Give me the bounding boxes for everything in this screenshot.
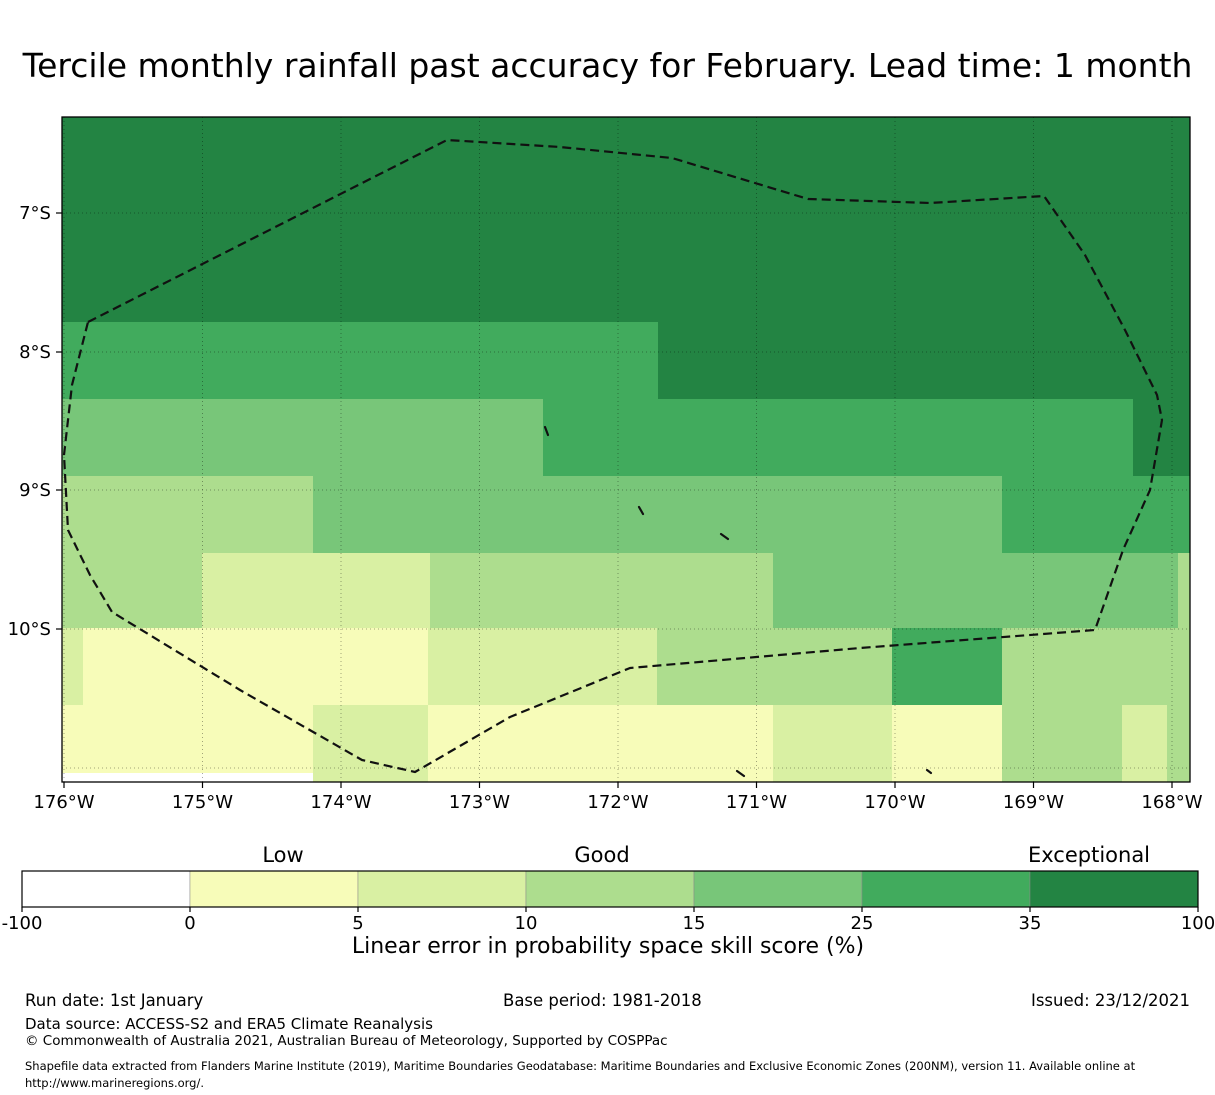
y-tick-label: 9°S: [19, 480, 51, 501]
grid-cell: [1122, 705, 1167, 773]
shapefile-url: http://www.marineregions.org/.: [25, 1076, 204, 1090]
grid-cell: [62, 773, 313, 782]
colorbar-caption: Linear error in probability space skill …: [352, 934, 864, 959]
map-border: [61, 116, 1191, 783]
x-tick-label: 169°W: [1003, 792, 1064, 813]
island-mark: [637, 505, 645, 516]
y-tick-label: 8°S: [19, 342, 51, 363]
grid-cell: [1133, 399, 1190, 476]
grid-cell: [62, 628, 83, 705]
grid-cell: [430, 553, 773, 628]
copyright-label: © Commonwealth of Australia 2021, Austra…: [25, 1033, 668, 1049]
grid-cell: [773, 705, 892, 773]
colorbar-tick-label: 25: [851, 913, 874, 934]
colorbar-tick-label: 100: [1181, 913, 1215, 934]
grid-cell: [428, 773, 773, 782]
colorbar-tick-label: 35: [1019, 913, 1042, 934]
grid-cell: [313, 476, 1002, 553]
grid-cell: [773, 553, 1178, 628]
colorbar-segment: [189, 870, 359, 908]
colorbar-quality-label: Exceptional: [1028, 843, 1150, 867]
colorbar-segment: [525, 870, 695, 908]
x-tick-label: 172°W: [587, 792, 648, 813]
island-mark: [719, 532, 730, 541]
grid-cell: [1002, 476, 1190, 553]
grid-cell: [892, 705, 1002, 773]
colorbar-segment: [357, 870, 527, 908]
eez-boundary-line: [62, 138, 1164, 774]
grid-cell: [657, 628, 892, 705]
grid-cell: [1002, 705, 1122, 773]
issued-date-label: Issued: 23/12/2021: [1030, 991, 1190, 1010]
y-tick-label: 7°S: [19, 203, 51, 224]
colorbar-tick-label: -100: [2, 913, 43, 934]
grid-cell: [428, 628, 657, 705]
colorbar-segment: [693, 870, 863, 908]
grid-cell: [892, 773, 1002, 782]
grid-cell: [892, 628, 1002, 705]
grid-cell: [1167, 773, 1190, 782]
colorbar-border: [21, 870, 1199, 908]
y-tick-label: 10°S: [8, 619, 51, 640]
x-tick-label: 174°W: [310, 792, 371, 813]
grid-cell: [773, 773, 892, 782]
grid-cell: [1002, 628, 1190, 705]
island-mark: [735, 769, 746, 778]
colorbar-tick-label: 10: [515, 913, 538, 934]
grid-cell: [313, 773, 428, 782]
grid-cell: [62, 705, 313, 773]
grid-cell: [62, 322, 658, 399]
shapefile-attribution: Shapefile data extracted from Flanders M…: [25, 1059, 1136, 1073]
x-tick-label: 175°W: [172, 792, 233, 813]
grid-cell: [62, 399, 543, 476]
run-date-label: Run date: 1st January: [25, 991, 204, 1010]
colorbar-segment: [861, 870, 1031, 908]
grid-cell: [428, 705, 773, 773]
grid-cell: [1122, 773, 1167, 782]
x-tick-label: 171°W: [726, 792, 787, 813]
grid-cell: [658, 322, 1190, 399]
grid-cell: [543, 399, 1133, 476]
grid-cell: [1178, 553, 1190, 628]
base-period-label: Base period: 1981-2018: [503, 991, 702, 1010]
figure-title: Tercile monthly rainfall past accuracy f…: [22, 46, 1193, 85]
colorbar-quality-label: Good: [574, 843, 629, 867]
grid-cell: [62, 476, 313, 553]
grid-cell: [202, 553, 430, 628]
data-source-label: Data source: ACCESS-S2 and ERA5 Climate …: [25, 1015, 433, 1033]
x-tick-label: 168°W: [1141, 792, 1202, 813]
x-tick-label: 170°W: [864, 792, 925, 813]
colorbar-segment: [21, 870, 191, 908]
grid-cell: [1167, 705, 1190, 773]
x-tick-label: 176°W: [33, 792, 94, 813]
colorbar-segment: [1029, 870, 1199, 908]
colorbar-tick-label: 15: [683, 913, 706, 934]
colorbar-quality-label: Low: [262, 843, 303, 867]
island-mark: [543, 425, 550, 437]
grid-cell: [1002, 773, 1122, 782]
grid-cell: [83, 628, 428, 705]
colorbar-tick-label: 5: [352, 913, 363, 934]
grid-cell: [62, 553, 202, 628]
x-tick-label: 173°W: [449, 792, 510, 813]
grid-cell: [62, 117, 1190, 322]
island-mark: [925, 768, 933, 775]
colorbar-tick-label: 0: [184, 913, 195, 934]
